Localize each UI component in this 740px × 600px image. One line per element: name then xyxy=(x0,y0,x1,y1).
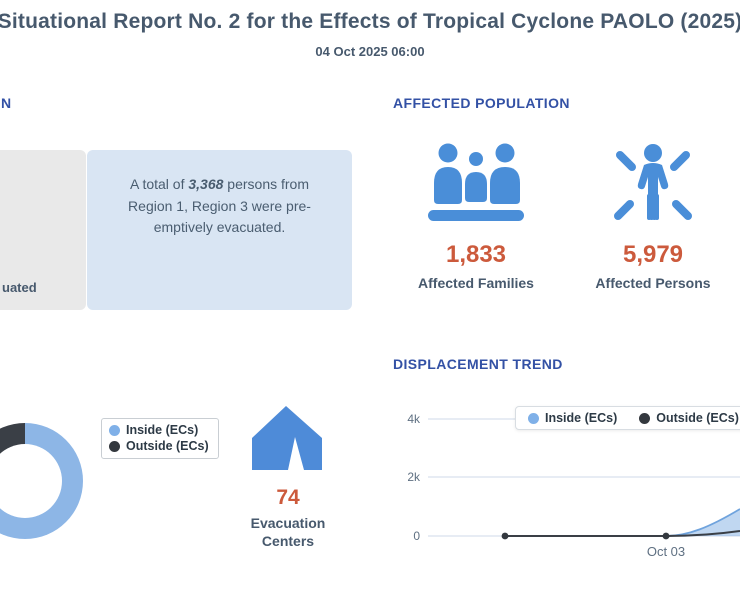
trend-legend-item-inside[interactable]: Inside (ECs) xyxy=(528,411,617,425)
evacuation-centers-label-line2: Centers xyxy=(261,533,315,549)
preemptive-note-prefix: A total of xyxy=(129,176,189,192)
person-impact-icon xyxy=(614,144,692,220)
trend-legend: Inside (ECs) Outside (ECs) xyxy=(515,406,740,430)
evacuation-center-house-icon xyxy=(252,406,322,470)
xtick-oct03: Oct 03 xyxy=(647,544,685,559)
affected-persons-value: 5,979 xyxy=(622,241,684,268)
affected-families-label: Affected Families xyxy=(418,275,534,291)
donut-legend-item-outside[interactable]: Outside (ECs) xyxy=(109,439,209,453)
trend-legend-label-outside: Outside (ECs) xyxy=(656,411,739,425)
outside-ecs-dot-icon xyxy=(639,412,651,424)
inside-ecs-dot-icon xyxy=(528,412,539,424)
family-icon xyxy=(428,143,524,221)
evacuation-centers-label-line1: Evacuation xyxy=(250,515,326,531)
displacement-trend-header: DISPLACEMENT TREND xyxy=(393,356,563,372)
trend-legend-item-outside[interactable]: Outside (ECs) xyxy=(639,411,739,425)
evacuation-centers-label: Evacuation Centers xyxy=(238,514,338,550)
outside-ecs-dot-icon xyxy=(109,440,120,452)
affected-families-block: 1,833 Affected Families xyxy=(411,142,541,291)
affected-families-value: 1,833 xyxy=(445,241,507,268)
preemptive-section-header: N xyxy=(1,95,12,111)
donut-legend: Inside (ECs) Outside (ECs) xyxy=(101,418,219,459)
preemptive-stat-card: uated xyxy=(0,150,86,310)
trend-legend-label-inside: Inside (ECs) xyxy=(545,411,618,425)
donut-legend-item-inside[interactable]: Inside (ECs) xyxy=(109,423,209,437)
report-title: Situational Report No. 2 for the Effects… xyxy=(0,10,740,33)
preemptive-note-suffix: persons from Region 1, Region 3 were pre… xyxy=(128,176,311,236)
donut-legend-label-inside: Inside (ECs) xyxy=(126,423,199,437)
ytick-2k: 2k xyxy=(407,470,421,484)
evacuation-centers-value: 74 xyxy=(276,486,300,509)
report-title-container: Situational Report No. 2 for the Effects… xyxy=(0,8,740,44)
donut-hole xyxy=(0,444,62,518)
preemptive-stat-label: uated xyxy=(2,280,37,295)
ytick-0: 0 xyxy=(413,529,420,543)
evacuation-centers-block: 74 Evacuation Centers xyxy=(238,406,338,550)
preemptive-note-card: A total of 3,368 persons from Region 1, … xyxy=(87,150,352,310)
preemptive-note-value: 3,368 xyxy=(188,176,224,192)
ytick-4k: 4k xyxy=(407,412,421,426)
report-datetime: 04 Oct 2025 06:00 xyxy=(315,44,425,59)
donut-legend-label-outside: Outside (ECs) xyxy=(126,439,209,453)
affected-population-header: AFFECTED POPULATION xyxy=(393,95,570,111)
displaced-donut-chart xyxy=(0,423,83,539)
affected-persons-label: Affected Persons xyxy=(595,275,711,291)
affected-persons-block: 5,979 Affected Persons xyxy=(588,142,718,291)
inside-ecs-dot-icon xyxy=(109,424,120,436)
